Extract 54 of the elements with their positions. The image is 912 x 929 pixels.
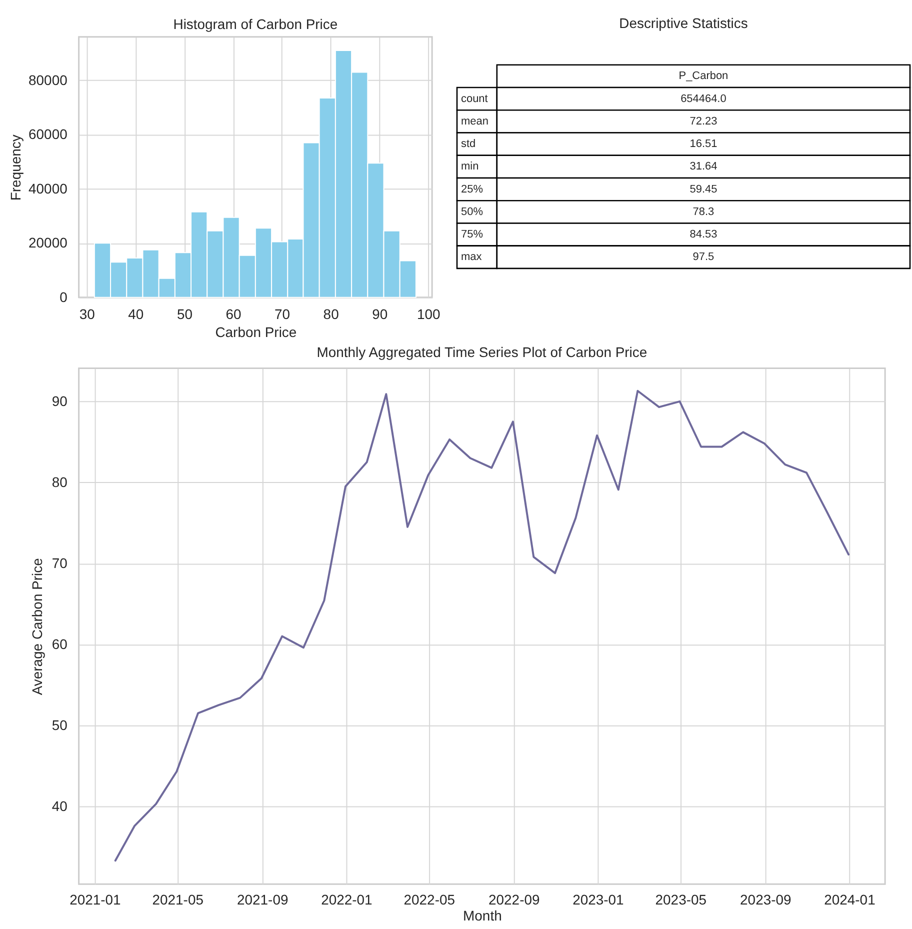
line-series xyxy=(114,390,850,862)
y-tick-label: 20000 xyxy=(28,234,68,251)
x-tick-label: 2022-01 xyxy=(321,892,373,908)
category-label: max xyxy=(460,251,482,264)
text: 78.3 xyxy=(692,206,714,218)
x-tick-label: 2022-05 xyxy=(404,892,456,908)
chart-title: Monthly Aggregated Time Series Plot of Carbon Price xyxy=(316,344,648,360)
x-tick-label: 30 xyxy=(79,306,96,322)
category-label: min xyxy=(460,160,479,173)
category-label: std xyxy=(460,138,476,150)
text: 16.51 xyxy=(690,138,718,150)
y-axis-title: Frequency xyxy=(8,134,24,201)
y-axis-title: Average Carbon Price xyxy=(28,558,45,696)
y-tick-label: 90 xyxy=(52,392,68,409)
x-tick-label: 60 xyxy=(226,306,242,322)
x-tick-label: 80 xyxy=(323,306,340,322)
y-tick-label: 80 xyxy=(52,474,68,490)
x-tick-label: 70 xyxy=(274,306,290,322)
category-label: count xyxy=(460,92,488,105)
y-tick-label: 40 xyxy=(52,798,68,814)
text: 97.5 xyxy=(692,251,714,264)
y-tick-label: 0 xyxy=(60,288,68,305)
y-tick-label: 60 xyxy=(52,636,68,652)
y-tick-label: 60000 xyxy=(28,126,68,142)
category-label: 75% xyxy=(460,228,483,241)
x-tick-label: 2023-01 xyxy=(572,892,624,908)
x-tick-label: 40 xyxy=(128,306,144,322)
category-label: 50% xyxy=(460,206,483,218)
category-label: mean xyxy=(460,115,488,128)
x-tick-label: 100 xyxy=(417,306,441,322)
x-tick-label: 2024-01 xyxy=(824,892,876,908)
text: 59.45 xyxy=(690,183,718,196)
y-tick-label: 50 xyxy=(52,716,68,733)
text: 84.53 xyxy=(690,228,718,241)
category-label: P_Carbon xyxy=(678,70,728,82)
x-tick-label: 2023-05 xyxy=(655,892,707,908)
y-tick-label: 40000 xyxy=(28,180,68,196)
y-tick-label: 70 xyxy=(52,554,68,571)
category-label: 25% xyxy=(460,183,483,196)
x-tick-label: 50 xyxy=(176,306,193,322)
y-tick-label: 80000 xyxy=(28,72,68,88)
chart-title: Histogram of Carbon Price xyxy=(173,16,338,32)
x-tick-label: 90 xyxy=(372,306,388,322)
x-axis-title: Month xyxy=(463,907,502,924)
x-tick-label: 2023-09 xyxy=(740,892,792,908)
text: 72.23 xyxy=(690,115,718,128)
x-tick-label: 2021-09 xyxy=(237,892,288,908)
x-tick-label: 2021-01 xyxy=(70,892,122,908)
text: 654464.0 xyxy=(680,92,726,105)
x-axis-title: Carbon Price xyxy=(215,324,297,340)
x-tick-label: 2021-05 xyxy=(152,892,204,908)
text: Descriptive Statistics xyxy=(619,14,748,31)
text: 31.64 xyxy=(690,160,718,173)
x-tick-label: 2022-09 xyxy=(488,892,540,908)
